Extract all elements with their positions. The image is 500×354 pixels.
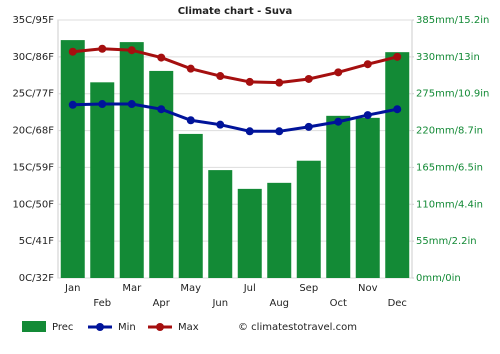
bar xyxy=(149,70,174,278)
x-tick-label: Sep xyxy=(299,283,318,294)
point xyxy=(393,105,402,114)
x-tick-label: Feb xyxy=(93,298,111,309)
point xyxy=(186,64,195,73)
bar xyxy=(237,188,262,278)
point xyxy=(216,72,225,81)
point xyxy=(127,100,136,109)
point xyxy=(127,46,136,55)
y2-tick-label: 165mm/6.5in xyxy=(416,162,483,173)
x-tick-label: Apr xyxy=(153,298,171,309)
point xyxy=(363,111,372,120)
y-tick-label: 10C/50F xyxy=(12,199,54,210)
x-tick-label: Dec xyxy=(388,298,407,309)
y-tick-label: 20C/68F xyxy=(12,126,54,137)
legend-swatch xyxy=(22,321,46,332)
legend-label: Max xyxy=(178,322,199,333)
y2-tick-label: 330mm/13in xyxy=(416,52,480,63)
point xyxy=(157,105,166,114)
point xyxy=(68,47,77,56)
x-tick-label: Oct xyxy=(330,298,347,309)
point xyxy=(68,100,77,109)
bar xyxy=(119,42,144,278)
x-tick-label: Nov xyxy=(358,283,378,294)
legend-swatch xyxy=(156,323,164,331)
point xyxy=(393,52,402,61)
legend-swatch xyxy=(96,323,104,331)
point xyxy=(157,53,166,62)
point xyxy=(334,68,343,77)
bar xyxy=(60,40,85,278)
bar xyxy=(385,52,410,279)
y2-tick-label: 0mm/0in xyxy=(416,273,461,284)
point xyxy=(363,60,372,69)
point xyxy=(275,78,284,87)
bar xyxy=(267,182,292,278)
y2-tick-label: 385mm/15.2in xyxy=(416,15,489,26)
y2-tick-label: 55mm/2.2in xyxy=(416,236,477,247)
y-tick-label: 35C/95F xyxy=(12,15,54,26)
bar xyxy=(355,117,380,278)
watermark: © climatestotravel.com xyxy=(238,322,357,333)
line xyxy=(72,47,398,85)
y-tick-label: 0C/32F xyxy=(19,273,54,284)
x-tick-label: Jan xyxy=(64,283,80,294)
bar xyxy=(178,133,203,278)
x-tick-label: Aug xyxy=(269,298,289,309)
point xyxy=(304,74,313,83)
y2-tick-label: 220mm/8.7in xyxy=(416,126,483,137)
x-tick-label: Jun xyxy=(211,298,228,309)
y-tick-label: 25C/77F xyxy=(12,89,54,100)
bar xyxy=(326,115,351,278)
legend-label: Min xyxy=(118,322,136,333)
x-tick-label: May xyxy=(180,283,201,294)
bar xyxy=(296,160,321,278)
bar xyxy=(90,82,115,278)
line xyxy=(72,102,398,133)
point xyxy=(98,44,107,53)
point xyxy=(334,117,343,126)
point xyxy=(245,127,254,136)
point xyxy=(304,122,313,131)
x-tick-label: Jul xyxy=(243,283,256,294)
legend-label: Prec xyxy=(52,322,73,333)
y2-tick-label: 110mm/4.4in xyxy=(416,199,483,210)
chart-title: Climate chart - Suva xyxy=(178,6,293,17)
point xyxy=(98,100,107,109)
y2-tick-label: 275mm/10.9in xyxy=(416,89,489,100)
point xyxy=(245,77,254,86)
bar xyxy=(208,170,233,278)
y-tick-label: 5C/41F xyxy=(19,236,54,247)
y-tick-label: 30C/86F xyxy=(12,52,54,63)
point xyxy=(186,116,195,125)
x-tick-label: Mar xyxy=(122,283,142,294)
point xyxy=(275,127,284,136)
y-tick-label: 15C/59F xyxy=(12,162,54,173)
point xyxy=(216,120,225,129)
